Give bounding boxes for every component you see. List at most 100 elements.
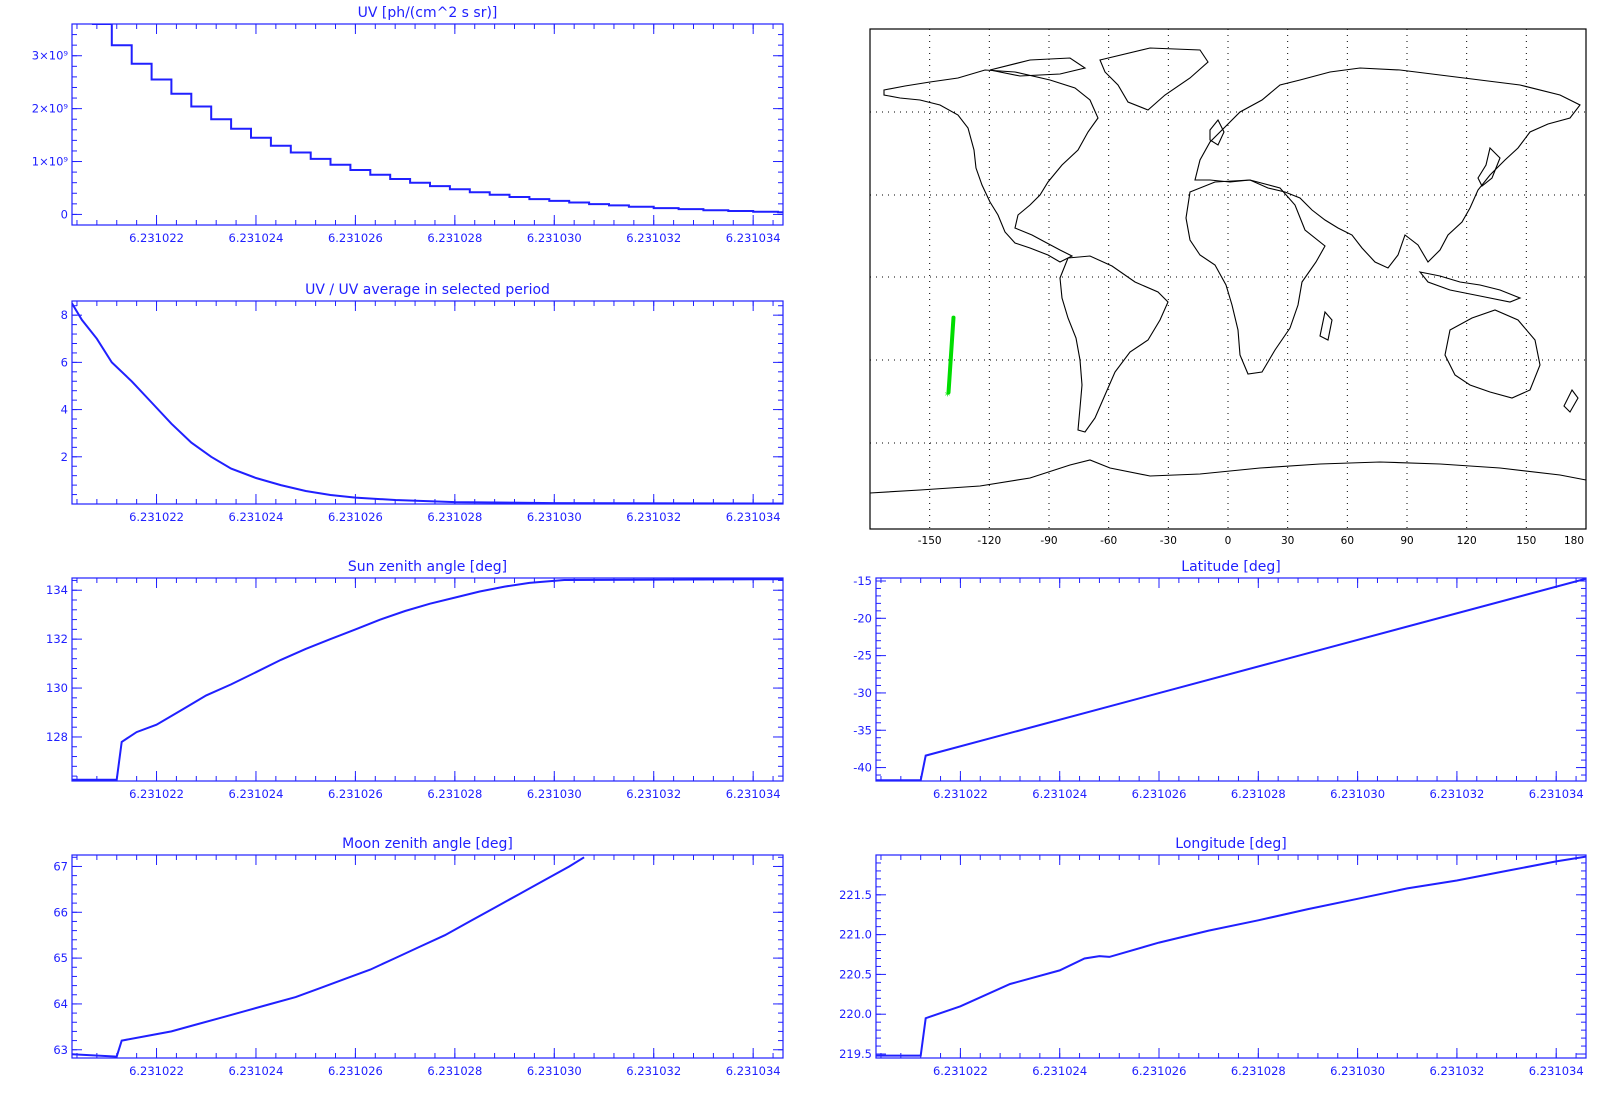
lat-frame — [875, 577, 1587, 782]
sza-x-tick-label: 6.231026 — [328, 787, 383, 801]
lon-x-tick-label: 6.231034 — [1529, 1064, 1584, 1078]
map-x-tick-label: 30 — [1281, 535, 1294, 547]
eurasia-coast — [1194, 67, 1581, 269]
lon-x-tick-label: 6.231022 — [933, 1064, 988, 1078]
uvratio-plot: UV / UV average in selected period 6.2310… — [61, 282, 784, 524]
mza-title: Moon zenith angle [deg] — [342, 836, 513, 852]
uv-y-tick-label: 1×10⁹ — [32, 155, 69, 169]
australia-coast — [1444, 309, 1541, 399]
sza-series-line — [72, 578, 783, 781]
coastlines — [869, 47, 1587, 494]
lon-title: Longitude [deg] — [1175, 836, 1286, 852]
lat-y-tick-label: -35 — [853, 723, 872, 737]
sza-y-tick-label: 130 — [46, 681, 68, 695]
lat-x-tick-label: 6.231022 — [933, 787, 988, 801]
lat-y-tick-label: -25 — [853, 649, 872, 663]
map-longitude-ticks: -150 -120 -90 -60 -30 0 30 60 90 120 150 180 — [918, 535, 1584, 547]
uv-frame — [71, 23, 784, 226]
uv-y-tick-label: 2×10⁹ — [32, 102, 69, 116]
map-x-tick-label: -150 — [918, 535, 942, 547]
lat-x-tick-label: 6.231034 — [1529, 787, 1584, 801]
uk-coast — [1209, 118, 1225, 146]
lon-series-line — [876, 855, 1586, 1057]
mza-x-tick-label: 6.231022 — [129, 1064, 184, 1078]
uvratio-x-tick-label: 6.231024 — [229, 510, 284, 524]
sza-x-tick-label: 6.231024 — [229, 787, 284, 801]
uv-x-tick-label: 6.231022 — [129, 231, 184, 245]
lat-x-tick-label: 6.231024 — [1032, 787, 1087, 801]
japan-coast — [1477, 146, 1501, 187]
lat-y-tick-label: -15 — [853, 574, 872, 588]
mza-y-tick-label: 63 — [53, 1043, 68, 1057]
uvratio-y-tick-label: 6 — [61, 355, 68, 369]
mza-frame — [71, 854, 784, 1059]
map-x-tick-label: -30 — [1160, 535, 1177, 547]
sza-y-tick-label: 128 — [46, 730, 68, 744]
uvratio-x-tick-label: 6.231030 — [527, 510, 582, 524]
sza-y-tick-label: 132 — [46, 632, 68, 646]
map-x-tick-label: 60 — [1341, 535, 1354, 547]
mza-series-line — [72, 856, 585, 1058]
lat-title: Latitude [deg] — [1181, 559, 1280, 575]
lon-y-tick-label: 220.0 — [839, 1007, 872, 1021]
uvratio-x-tick-label: 6.231028 — [427, 510, 482, 524]
uv-x-tick-label: 6.231024 — [229, 231, 284, 245]
lat-y-tick-label: -20 — [853, 611, 872, 625]
map-x-tick-label: 150 — [1516, 535, 1536, 547]
lon-y-tick-label: 219.5 — [839, 1047, 872, 1061]
uv-x-tick-label: 6.231026 — [328, 231, 383, 245]
mza-y-tick-label: 65 — [53, 951, 68, 965]
sza-plot: Sun zenith angle [deg] 6.231022 6.231024 6.… — [46, 559, 784, 801]
uvratio-y-tick-label: 4 — [61, 403, 68, 417]
mza-x-tick-label: 6.231028 — [427, 1064, 482, 1078]
satellite-ground-track: * — [945, 315, 956, 402]
lon-x-tick-label: 6.231028 — [1231, 1064, 1286, 1078]
uvratio-series-line — [72, 302, 783, 504]
mza-plot: Moon zenith angle [deg] 6.231022 6.231024 6… — [53, 836, 784, 1078]
map-x-tick-label: 0 — [1225, 535, 1232, 547]
uvratio-frame — [71, 300, 784, 505]
africa-coast — [1185, 179, 1326, 375]
lat-y-tick-label: -30 — [853, 686, 872, 700]
lat-x-tick-label: 6.231028 — [1231, 787, 1286, 801]
antarctica-coast — [869, 459, 1587, 494]
mza-x-tick-label: 6.231034 — [726, 1064, 781, 1078]
world-map-panel: * -150 -120 -90 -60 -30 0 30 60 90 120 150 180 — [869, 28, 1587, 547]
sza-frame — [71, 577, 784, 782]
map-x-tick-label: -60 — [1100, 535, 1117, 547]
lon-y-tick-label: 221.0 — [839, 928, 872, 942]
map-x-tick-label: 120 — [1457, 535, 1477, 547]
greenland-coast — [1099, 47, 1209, 111]
track-start-marker: * — [945, 389, 951, 402]
map-x-tick-label: -90 — [1040, 535, 1057, 547]
lon-y-tick-label: 221.5 — [839, 888, 872, 902]
lat-x-tick-label: 6.231032 — [1429, 787, 1484, 801]
mza-y-tick-label: 67 — [53, 859, 68, 873]
uvratio-x-tick-label: 6.231034 — [726, 510, 781, 524]
uvratio-title: UV / UV average in selected period — [305, 282, 550, 298]
map-x-tick-label: 90 — [1400, 535, 1413, 547]
lon-x-tick-label: 6.231030 — [1330, 1064, 1385, 1078]
lon-x-tick-label: 6.231032 — [1429, 1064, 1484, 1078]
uvratio-y-tick-label: 2 — [61, 450, 68, 464]
sza-y-tick-label: 134 — [46, 583, 68, 597]
sza-x-tick-label: 6.231034 — [726, 787, 781, 801]
uv-plot: UV [ph/(cm^2 s sr)] 6.231022 6.231024 6.231… — [32, 5, 784, 245]
uv-x-tick-label: 6.231028 — [427, 231, 482, 245]
uv-x-tick-label: 6.231032 — [626, 231, 681, 245]
uvratio-x-tick-label: 6.231022 — [129, 510, 184, 524]
lat-x-tick-label: 6.231030 — [1330, 787, 1385, 801]
uv-x-tick-label: 6.231034 — [726, 231, 781, 245]
lat-y-tick-label: -40 — [853, 761, 872, 775]
lon-x-tick-label: 6.231026 — [1132, 1064, 1187, 1078]
south-america-coast — [1059, 255, 1169, 433]
sza-x-tick-label: 6.231032 — [626, 787, 681, 801]
lon-frame — [875, 854, 1587, 1059]
uv-x-tick-label: 6.231030 — [527, 231, 582, 245]
mza-x-tick-label: 6.231030 — [527, 1064, 582, 1078]
lat-x-tick-label: 6.231026 — [1132, 787, 1187, 801]
map-frame — [869, 28, 1587, 530]
map-x-tick-label: 180 — [1564, 535, 1584, 547]
uvratio-x-tick-label: 6.231026 — [328, 510, 383, 524]
